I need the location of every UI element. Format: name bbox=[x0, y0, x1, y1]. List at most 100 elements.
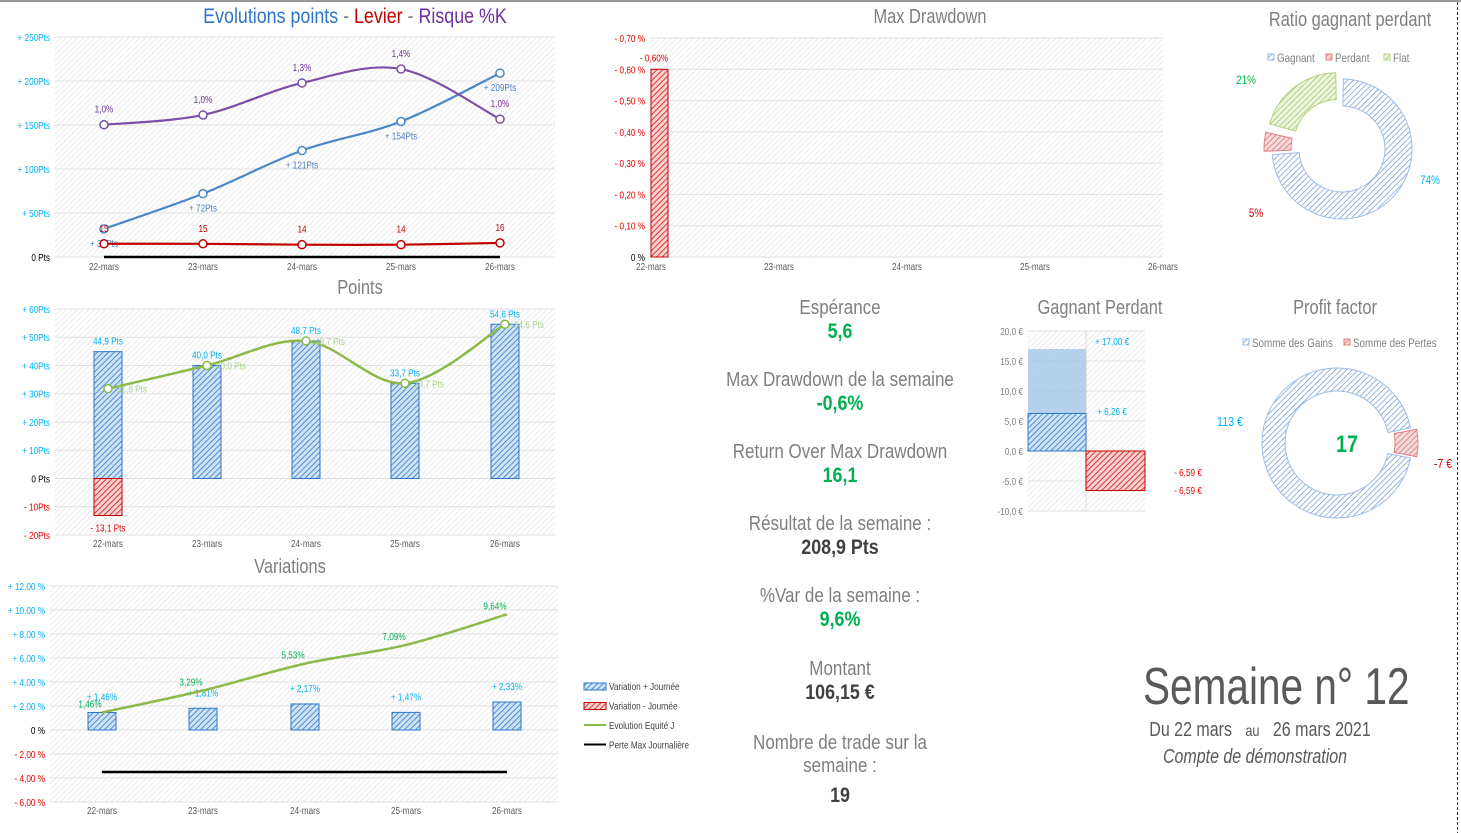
profit-factor-title: Profit factor bbox=[1293, 297, 1377, 319]
levier-line-label: 15 bbox=[198, 223, 207, 234]
points-line-label: + 72Pts bbox=[189, 203, 217, 214]
drawdown-chart-title: Max Drawdown bbox=[873, 6, 987, 28]
drawdown-y-tick: - 0,20 % bbox=[615, 190, 645, 201]
risque-line-marker bbox=[99, 119, 109, 130]
points-y-tick: + 50Pts bbox=[22, 333, 50, 344]
points-positive-label: 40,0 Pts bbox=[192, 350, 222, 361]
points-positive-bar bbox=[93, 351, 123, 479]
points-y-tick: 0 Pts bbox=[31, 474, 50, 485]
kpi-item: Max Drawdown de la semaine -0,6% bbox=[721, 369, 959, 416]
kpi-item: %Var de la semaine :9,6% bbox=[721, 585, 959, 632]
ratio-legend-label: Perdant bbox=[1335, 52, 1369, 65]
max-gain-label: + 17,00 € bbox=[1095, 336, 1129, 347]
points-positive-bar bbox=[192, 365, 222, 479]
legend-label: Variation - Journée bbox=[609, 701, 678, 712]
gains-label: 113 € bbox=[1217, 414, 1243, 429]
title-risque: Risque %K bbox=[418, 5, 507, 28]
points-positive-label: 54,6 Pts bbox=[490, 309, 520, 320]
drawdown-y-tick: 0 % bbox=[631, 252, 645, 263]
levier-line-marker bbox=[99, 239, 109, 249]
drawdown-y-tick: - 0,50 % bbox=[615, 96, 645, 107]
points-line-marker bbox=[495, 68, 505, 78]
title-sep: - bbox=[402, 5, 419, 28]
drawdown-label: - 0,60% bbox=[640, 53, 668, 64]
title-levier: Levier bbox=[354, 5, 403, 28]
variation-positive-label: + 2,17% bbox=[290, 683, 320, 694]
ratio-slice-label: 21% bbox=[1236, 74, 1256, 87]
evolution-x-tick: 26-mars bbox=[485, 261, 515, 272]
variation-positive-bar bbox=[188, 707, 218, 731]
legend-label: Evolution Equité J bbox=[609, 720, 675, 731]
kpi-label: Espérance bbox=[799, 297, 881, 319]
variations-y-tick: - 4,00 % bbox=[15, 773, 45, 784]
points-y-tick: - 10Pts bbox=[24, 502, 50, 513]
from-prefix: Du bbox=[1149, 719, 1170, 741]
drawdown-x-tick: 26-mars bbox=[1148, 261, 1178, 272]
drawdown-x-tick: 25-mars bbox=[1020, 261, 1050, 272]
risque-line-marker bbox=[297, 78, 307, 88]
variations-x-tick: 25-mars bbox=[391, 805, 421, 816]
risque-line-label: 1,0% bbox=[194, 94, 213, 105]
variations-plot-area bbox=[50, 586, 558, 802]
points-line-label: 33,7 Pts bbox=[414, 379, 444, 390]
evolution-y-tick: 0 Pts bbox=[31, 252, 50, 263]
legend-label: Perte Max Journalière bbox=[609, 740, 689, 751]
gagnant-perdant-y-tick: 15,0 € bbox=[1000, 356, 1023, 367]
drawdown-x-tick: 24-mars bbox=[892, 261, 922, 272]
risque-line-marker bbox=[396, 64, 406, 74]
gagnant-perdant-y-tick: 10,0 € bbox=[1000, 386, 1023, 397]
points-negative-label: - 13,1 Pts bbox=[90, 523, 125, 534]
evolution-x-tick: 23-mars bbox=[188, 261, 218, 272]
drawdown-x-tick: 22-mars bbox=[636, 261, 666, 272]
loss-bar bbox=[1085, 450, 1146, 492]
variation-positive-bar bbox=[87, 711, 117, 731]
gagnant-perdant-y-tick: -5,0 € bbox=[1002, 476, 1023, 487]
legend-swatch bbox=[583, 682, 607, 691]
variations-y-tick: - 6,00 % bbox=[15, 797, 45, 808]
points-line-marker bbox=[202, 360, 212, 371]
points-x-tick: 22-mars bbox=[93, 538, 123, 549]
equity-label: 1,46% bbox=[78, 699, 101, 710]
drawdown-plot-area bbox=[650, 38, 1163, 257]
drawdown-y-tick: - 0,30 % bbox=[615, 158, 645, 169]
points-x-tick: 23-mars bbox=[192, 538, 222, 549]
kpi-item: Return Over Max Drawdown 16,1 bbox=[721, 441, 959, 488]
ratio-legend-swatch bbox=[1325, 53, 1333, 61]
ratio-legend-swatch bbox=[1383, 53, 1391, 61]
variations-x-tick: 23-mars bbox=[188, 805, 218, 816]
levier-line-label: 16 bbox=[495, 222, 504, 233]
evolution-x-tick: 25-mars bbox=[386, 261, 416, 272]
max-loss-label: - 6,59 € bbox=[1174, 467, 1202, 478]
kpi-label: Max Drawdown de la semaine bbox=[726, 369, 954, 391]
kpi-value: -0,6% bbox=[816, 392, 864, 415]
points-positive-bar bbox=[390, 382, 420, 479]
variations-y-tick: + 4,00 % bbox=[12, 677, 45, 688]
evolution-x-tick: 24-mars bbox=[287, 261, 317, 272]
profit-factor-value: 17 bbox=[1336, 430, 1358, 457]
variation-positive-label: + 2,33% bbox=[492, 681, 522, 692]
gagnant-perdant-y-tick: 5,0 € bbox=[1005, 416, 1023, 427]
avg-gain-label: + 6,26 € bbox=[1097, 406, 1127, 417]
evolution-y-tick: + 250Pts bbox=[17, 32, 50, 43]
ratio-slice-label: 74% bbox=[1420, 174, 1440, 187]
variations-x-tick: 22-mars bbox=[87, 805, 117, 816]
points-y-tick: + 30Pts bbox=[22, 389, 50, 400]
evolution-y-tick: + 200Pts bbox=[17, 76, 50, 87]
variations-chart-title: Variations bbox=[254, 556, 326, 578]
kpi-label: Return Over Max Drawdown bbox=[732, 441, 948, 463]
levier-line-marker bbox=[495, 238, 505, 248]
variations-y-tick: 0 % bbox=[31, 725, 45, 736]
title-points: Evolutions points bbox=[203, 5, 339, 28]
ratio-slice-gagnant bbox=[1271, 78, 1413, 220]
week-panel: Semaine n° 12 Du 22 mars au 26 mars 2021… bbox=[1110, 657, 1410, 769]
gagnant-perdant-y-tick: 0,0 € bbox=[1005, 446, 1023, 457]
variation-positive-bar bbox=[391, 711, 421, 731]
variation-positive-label: + 1,46% bbox=[87, 692, 117, 703]
ratio-slice-label: 5% bbox=[1249, 207, 1263, 220]
variation-positive-label: + 1,47% bbox=[391, 692, 421, 703]
kpi-value: 106,15 € bbox=[805, 681, 875, 704]
points-line-marker bbox=[103, 383, 113, 394]
losses-slice bbox=[1393, 428, 1419, 458]
